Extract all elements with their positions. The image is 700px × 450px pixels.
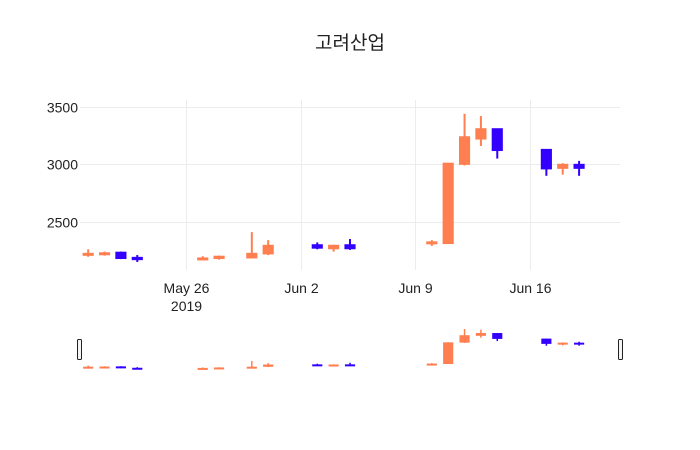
mini-candle — [132, 367, 143, 370]
mini-candle — [443, 342, 454, 365]
candle-body — [491, 128, 503, 152]
y-tick-label: 3500 — [47, 100, 78, 116]
x-tick-label: May 26 — [164, 280, 210, 296]
candle[interactable] — [98, 251, 111, 256]
mini-candle-body — [99, 366, 110, 369]
candle-body — [540, 148, 552, 170]
candle-body — [475, 128, 487, 140]
candle-body — [442, 162, 454, 245]
candle-body — [115, 251, 127, 260]
x-axis: May 26 2019 Jun 2 Jun 9 Jun 16 — [164, 280, 552, 314]
mini-candle-body — [214, 367, 225, 370]
candle-body — [262, 244, 274, 255]
candle[interactable] — [491, 128, 503, 159]
x-tick-label: Jun 2 — [284, 280, 318, 296]
mini-candle-body — [574, 342, 585, 345]
candle-body — [557, 163, 569, 169]
mini-candle-body — [492, 333, 503, 339]
candle[interactable] — [131, 255, 143, 262]
mini-candle-body — [557, 342, 568, 345]
candle[interactable] — [344, 238, 356, 250]
x-tick-label: Jun 16 — [509, 280, 551, 296]
mini-candle — [574, 341, 585, 346]
candles[interactable] — [82, 113, 585, 262]
mini-candle — [557, 342, 568, 346]
candle[interactable] — [262, 240, 274, 256]
range-slider-left-handle[interactable] — [77, 339, 82, 360]
mini-candle-body — [263, 364, 274, 367]
mini-candle — [115, 366, 126, 369]
mini-candle-body — [475, 333, 486, 336]
mini-candle — [426, 363, 437, 366]
mini-candle-body — [132, 367, 143, 370]
x-tick-label: Jun 9 — [398, 280, 432, 296]
mini-candle-body — [344, 364, 356, 367]
chart-title: 고려산업 — [315, 32, 385, 54]
candle-body — [573, 163, 585, 169]
gridlines — [80, 100, 620, 270]
candle-body — [197, 257, 209, 261]
range-slider[interactable] — [77, 327, 623, 371]
candle-body — [98, 252, 111, 256]
mini-candle — [328, 364, 339, 367]
candle[interactable] — [426, 240, 438, 246]
mini-candle — [312, 363, 323, 367]
candle[interactable] — [328, 244, 340, 252]
mini-candle — [214, 367, 225, 370]
y-axis: 2500 3000 3500 — [47, 100, 78, 231]
candle[interactable] — [311, 242, 323, 250]
candle[interactable] — [213, 255, 225, 260]
candle-body — [344, 244, 356, 250]
mini-candle — [83, 365, 94, 369]
candle[interactable] — [540, 148, 552, 176]
candle-body — [246, 252, 258, 259]
candle-body — [458, 136, 471, 165]
candle-body — [328, 244, 340, 250]
x-tick-sublabel: 2019 — [171, 298, 202, 314]
candle-body — [311, 244, 323, 249]
mini-candle-body — [459, 335, 470, 343]
mini-candle-body — [312, 364, 323, 367]
mini-candle — [475, 329, 486, 338]
candle[interactable] — [442, 162, 454, 245]
candle-body — [131, 256, 143, 261]
mini-candle — [263, 363, 274, 368]
mini-candle — [197, 367, 208, 370]
range-slider-right-handle[interactable] — [618, 339, 623, 360]
candle[interactable] — [458, 113, 471, 166]
candle[interactable] — [246, 232, 258, 259]
mini-candle-body — [197, 367, 208, 370]
mini-candle-body — [328, 364, 339, 367]
y-tick-label: 3000 — [47, 157, 78, 173]
mini-candle — [541, 338, 552, 346]
mini-candle — [459, 329, 470, 343]
candle-body — [82, 252, 94, 256]
mini-candle-body — [115, 366, 126, 369]
candle[interactable] — [197, 256, 209, 261]
candle-body — [426, 241, 438, 245]
candle[interactable] — [115, 251, 127, 260]
candle[interactable] — [573, 160, 585, 176]
candle-body — [213, 255, 225, 260]
mini-candle — [99, 366, 110, 369]
mini-candle-body — [83, 366, 94, 369]
mini-candle-body — [246, 366, 257, 369]
candle[interactable] — [82, 249, 94, 257]
mini-candle — [492, 333, 503, 342]
candle[interactable] — [475, 116, 487, 146]
range-slider-candles — [83, 329, 585, 370]
mini-candle-body — [541, 338, 552, 344]
y-tick-label: 2500 — [47, 215, 78, 231]
mini-candle — [246, 360, 257, 369]
mini-candle — [344, 362, 356, 367]
candle[interactable] — [557, 163, 569, 175]
mini-candle-body — [443, 342, 454, 365]
mini-candle-body — [426, 363, 437, 366]
